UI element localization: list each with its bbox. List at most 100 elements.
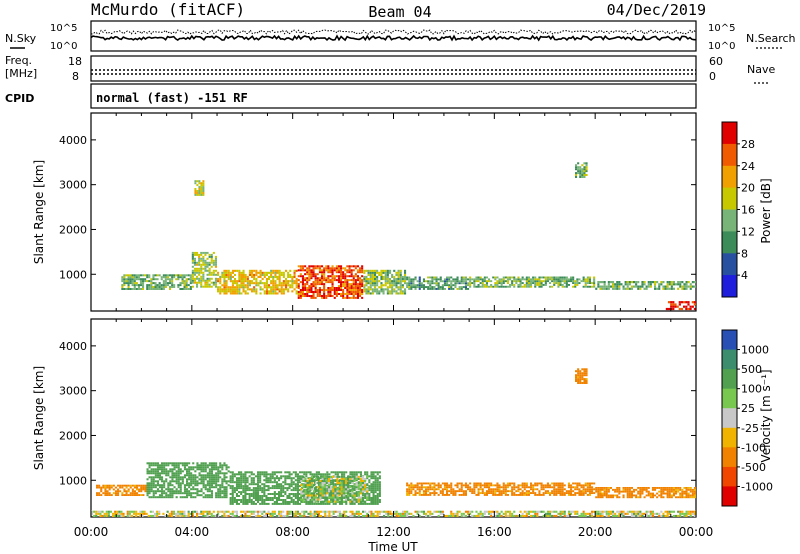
- velocity-cell: [183, 476, 186, 479]
- power-cell: [386, 286, 389, 289]
- velocity-cell: [622, 488, 625, 491]
- power-cell: [578, 282, 581, 284]
- power-cell: [346, 265, 349, 268]
- power-cell: [280, 284, 283, 287]
- power-cell: [200, 190, 203, 192]
- velocity-cell: [261, 499, 264, 501]
- velocity-cell: [198, 478, 201, 481]
- power-cell: [437, 288, 440, 290]
- velocity-cell: [179, 496, 182, 499]
- power-cell: [248, 284, 251, 287]
- power-cell: [534, 278, 537, 281]
- velocity-cell: [483, 482, 486, 485]
- velocity-cell: [250, 471, 253, 474]
- velocity-cell: [500, 492, 503, 494]
- power-cell: [404, 288, 407, 291]
- velocity-cell: [517, 484, 520, 487]
- velocity-cell: [585, 380, 588, 382]
- power-cell: [131, 284, 134, 287]
- velocity-cell: [296, 502, 299, 505]
- power-cell: [158, 274, 161, 277]
- velocity-cell: [645, 490, 648, 493]
- power-cell: [418, 276, 421, 279]
- power-cell: [346, 296, 349, 299]
- velocity-cell: [343, 493, 346, 495]
- power-cell: [506, 278, 509, 281]
- velocity-cell: [165, 478, 168, 481]
- velocity-cell: [477, 512, 480, 515]
- velocity-cell: [299, 479, 302, 482]
- power-cell: [410, 288, 413, 290]
- power-cell: [464, 288, 467, 290]
- velocity-cell: [517, 494, 520, 496]
- velocity-cell: [368, 514, 371, 517]
- power-cell: [583, 162, 586, 165]
- power-cell: [672, 305, 675, 308]
- power-cell: [371, 271, 374, 274]
- velocity-cell: [603, 488, 606, 491]
- power-cell: [210, 261, 213, 264]
- velocity-cell: [681, 492, 684, 495]
- velocity-cell: [357, 494, 360, 497]
- velocity-cell: [662, 487, 665, 489]
- velocity-cell: [485, 494, 488, 496]
- power-cell: [481, 282, 484, 284]
- velocity-cell: [166, 514, 169, 517]
- velocity-cell: [210, 514, 213, 517]
- velocity-cell: [425, 488, 428, 491]
- power-colorbar-tick-label: 4: [741, 269, 748, 282]
- velocity-cell: [231, 481, 234, 484]
- velocity-cell: [681, 488, 684, 491]
- power-cell: [588, 276, 591, 279]
- power-cell: [685, 287, 688, 290]
- velocity-cell: [361, 484, 364, 487]
- power-cell: [502, 278, 505, 281]
- power-cell: [352, 277, 355, 280]
- power-cell: [244, 286, 247, 289]
- power-cell: [427, 276, 430, 279]
- velocity-cell: [161, 466, 164, 469]
- power-cell: [123, 288, 126, 290]
- velocity-echo-region: [406, 482, 596, 496]
- power-cell: [301, 283, 304, 286]
- power-cell: [633, 285, 636, 288]
- velocity-cell: [150, 486, 153, 489]
- velocity-cell: [332, 502, 335, 505]
- power-cell: [667, 307, 671, 311]
- velocity-cell: [210, 468, 213, 471]
- velocity-cell: [446, 494, 449, 496]
- power-cell: [287, 271, 290, 274]
- velocity-cell: [679, 496, 682, 499]
- velocity-cell: [300, 500, 303, 503]
- velocity-cell: [225, 468, 228, 471]
- power-cell: [532, 276, 535, 279]
- velocity-cell: [321, 484, 324, 487]
- velocity-cell: [687, 496, 690, 499]
- velocity-cell: [309, 499, 312, 501]
- power-cell: [352, 275, 355, 278]
- power-cell: [312, 271, 315, 274]
- power-cell: [297, 287, 300, 289]
- velocity-cell: [372, 487, 375, 490]
- velocity-cell: [315, 475, 318, 478]
- power-cell: [154, 288, 157, 290]
- power-cell: [391, 284, 394, 287]
- power-cell: [352, 279, 355, 282]
- velocity-cell: [338, 483, 341, 486]
- power-cell: [427, 288, 430, 290]
- velocity-cell: [273, 485, 276, 488]
- velocity-cell: [95, 512, 98, 515]
- velocity-cell: [460, 494, 463, 496]
- power-cell: [687, 301, 690, 304]
- power-cell: [202, 261, 205, 264]
- velocity-cell: [502, 512, 505, 515]
- power-cell: [496, 284, 499, 286]
- power-cell: [361, 267, 364, 270]
- velocity-cell: [559, 486, 562, 489]
- velocity-cell: [431, 488, 434, 491]
- velocity-cell: [496, 486, 499, 489]
- velocity-cell: [286, 471, 289, 474]
- velocity-cell: [311, 473, 314, 476]
- power-cell: [185, 288, 188, 290]
- velocity-cell: [296, 510, 299, 513]
